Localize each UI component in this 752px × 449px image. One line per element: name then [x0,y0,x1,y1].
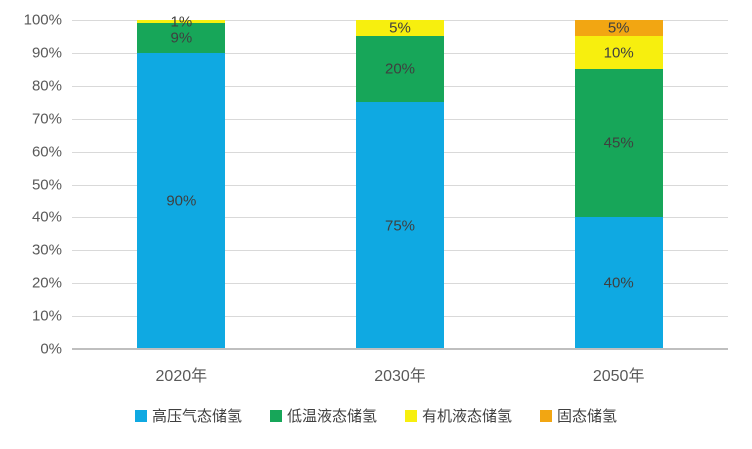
legend-item: 固态储氢 [540,405,617,426]
x-axis-label: 2050年 [592,368,645,385]
legend-swatch-icon [269,409,282,422]
x-axis-label: 2030年 [374,368,426,385]
bar-segment [356,36,444,103]
bar-segment [137,23,226,53]
y-tick-label: 50% [31,176,62,193]
legend: 高压气态储氢 低温液态储氢 有机液态储氢 固态储氢 [0,405,752,426]
y-tick-label: 10% [31,307,62,325]
bar-segment [356,102,444,349]
legend-label: 高压气态储氢 [151,408,242,425]
legend-label: 固态储氢 [557,408,618,425]
bar-segment [574,69,663,218]
legend-swatch-icon [540,409,553,422]
bar-segment [574,36,663,70]
y-tick-label: 0% [40,340,62,358]
bar-segment [137,52,226,349]
bar-segment [574,20,663,37]
x-axis-label: 2020年 [155,368,208,385]
y-tick-label: 60% [31,143,62,161]
y-tick-label: 70% [31,110,62,128]
y-tick-label: 80% [31,77,62,95]
legend-swatch-icon [405,409,417,422]
legend-item: 高压气态储氢 [134,405,242,426]
y-tick-label: 90% [31,44,62,62]
bar-segment [137,20,226,24]
legend-label: 低温液态储氢 [286,408,377,425]
bar-segment [356,20,444,37]
legend-item: 有机液态储氢 [405,405,512,426]
y-tick-label: 40% [31,208,62,226]
legend-swatch-icon [134,409,147,422]
y-tick-label: 20% [31,274,62,292]
y-tick-label: 100% [23,11,62,29]
legend-label: 有机液态储氢 [422,408,513,425]
bar-segment [574,217,663,349]
legend-item: 低温液态储氢 [269,405,377,426]
y-tick-label: 30% [31,241,62,259]
x-axis-line [72,348,728,350]
